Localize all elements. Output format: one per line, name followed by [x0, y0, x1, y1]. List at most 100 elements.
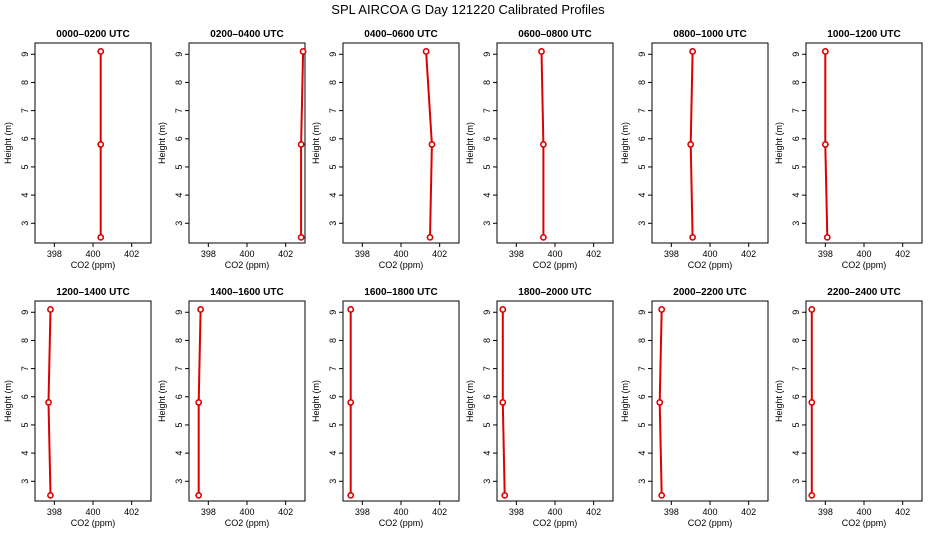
y-axis-label: Height (m) [620, 122, 630, 164]
y-axis-label: Height (m) [465, 380, 475, 422]
y-tick-label: 7 [20, 108, 30, 113]
profile-point [540, 141, 547, 148]
y-tick-label: 7 [791, 366, 801, 371]
x-axis-label: CO2 (ppm) [379, 260, 424, 270]
y-axis-label: Height (m) [311, 122, 321, 164]
profile-point [658, 491, 666, 499]
x-tick-label: 400 [393, 249, 408, 259]
y-axis-label: Height (m) [774, 380, 784, 422]
profile-panel-9: 1600–1800 UTC 398 400 402 CO2 (ppm) 3 4 5 6 7 8 9 He… [311, 287, 460, 528]
panel-title: 0200–0400 UTC [210, 29, 283, 40]
y-tick-label: 8 [791, 338, 801, 343]
profile-point [808, 491, 816, 499]
y-tick-label: 5 [637, 164, 647, 169]
panel-title: 0400–0600 UTC [364, 29, 437, 40]
y-tick-label: 6 [637, 394, 647, 399]
y-tick-label: 4 [174, 451, 184, 456]
profile-point [347, 306, 355, 313]
profile-point [195, 491, 203, 499]
y-tick-label: 3 [328, 221, 338, 226]
profile-point [821, 48, 829, 55]
profile-point [97, 48, 105, 55]
profile-panel-12: 2200–2400 UTC 398 400 402 CO2 (ppm) 3 4 5 6 7 8 9 He… [774, 287, 923, 528]
profile-point [821, 141, 829, 148]
plot-frame [496, 42, 614, 244]
profile-point [808, 399, 816, 406]
x-tick-label: 400 [393, 507, 408, 517]
x-tick-label: 402 [278, 249, 293, 259]
profile-point [347, 399, 355, 406]
profile-point [97, 141, 105, 148]
plot-frame [496, 300, 614, 502]
y-tick-label: 5 [791, 422, 801, 427]
x-tick-label: 402 [586, 507, 601, 517]
profile-panel-1: 0000–0200 UTC 398 400 402 CO2 (ppm) 3 4 5 6 7 8 9 He… [3, 29, 152, 270]
x-tick-label: 398 [509, 249, 524, 259]
y-tick-label: 3 [637, 221, 647, 226]
y-tick-label: 3 [637, 479, 647, 484]
y-tick-label: 6 [482, 136, 492, 141]
x-tick-label: 398 [47, 507, 62, 517]
y-tick-label: 5 [328, 422, 338, 427]
x-tick-label: 398 [509, 507, 524, 517]
y-tick-label: 4 [637, 451, 647, 456]
y-tick-label: 5 [637, 422, 647, 427]
x-axis-label: CO2 (ppm) [533, 518, 578, 528]
x-axis-label: CO2 (ppm) [225, 518, 270, 528]
x-tick-label: 400 [856, 507, 871, 517]
y-tick-label: 5 [482, 422, 492, 427]
y-tick-label: 5 [20, 164, 30, 169]
y-tick-label: 6 [637, 136, 647, 141]
y-tick-label: 6 [174, 394, 184, 399]
plot-frame [188, 42, 306, 244]
profile-panel-4: 0600–0800 UTC 398 400 402 CO2 (ppm) 3 4 5 6 7 8 9 He… [465, 29, 614, 270]
y-tick-label: 5 [791, 164, 801, 169]
y-axis-label: Height (m) [3, 380, 13, 422]
y-tick-label: 8 [328, 338, 338, 343]
y-tick-label: 3 [20, 479, 30, 484]
y-tick-label: 7 [637, 366, 647, 371]
x-tick-label: 402 [432, 249, 447, 259]
plot-frame [34, 300, 152, 502]
y-tick-label: 9 [637, 310, 647, 315]
y-tick-label: 9 [482, 310, 492, 315]
profile-point [297, 233, 305, 241]
x-tick-label: 398 [818, 507, 833, 517]
panel-title: 0600–0800 UTC [518, 29, 591, 40]
plot-frame [188, 300, 306, 502]
x-tick-label: 400 [547, 507, 562, 517]
plot-frame [342, 42, 460, 244]
panel-title: 2200–2400 UTC [827, 287, 900, 298]
x-tick-label: 400 [702, 507, 717, 517]
y-tick-label: 8 [482, 80, 492, 85]
profile-panel-10: 1800–2000 UTC 398 400 402 CO2 (ppm) 3 4 5 6 7 8 9 He… [465, 287, 614, 528]
y-tick-label: 6 [20, 136, 30, 141]
plot-frame [651, 42, 769, 244]
y-tick-label: 4 [328, 193, 338, 198]
y-tick-label: 8 [637, 338, 647, 343]
profile-point [195, 399, 203, 406]
y-tick-label: 9 [637, 52, 647, 57]
figure-title: SPL AIRCOA G Day 121220 Calibrated Profi… [331, 2, 605, 17]
y-tick-label: 5 [174, 164, 184, 169]
profile-point [197, 306, 204, 313]
y-tick-label: 9 [328, 52, 338, 57]
profile-point [422, 48, 430, 55]
plot-frame [342, 300, 460, 502]
profile-point [687, 141, 695, 148]
y-axis-label: Height (m) [157, 122, 167, 164]
x-tick-label: 400 [856, 249, 871, 259]
panel-title: 1400–1600 UTC [210, 287, 283, 298]
x-axis-label: CO2 (ppm) [379, 518, 424, 528]
y-tick-label: 9 [791, 310, 801, 315]
profile-point [538, 48, 545, 55]
y-tick-label: 8 [482, 338, 492, 343]
profile-panel-11: 2000–2200 UTC 398 400 402 CO2 (ppm) 3 4 5 6 7 8 9 He… [620, 287, 769, 528]
y-tick-label: 4 [637, 193, 647, 198]
profile-point [45, 399, 52, 406]
y-tick-label: 4 [482, 451, 492, 456]
y-tick-label: 8 [328, 80, 338, 85]
y-tick-label: 6 [791, 394, 801, 399]
y-axis-label: Height (m) [774, 122, 784, 164]
